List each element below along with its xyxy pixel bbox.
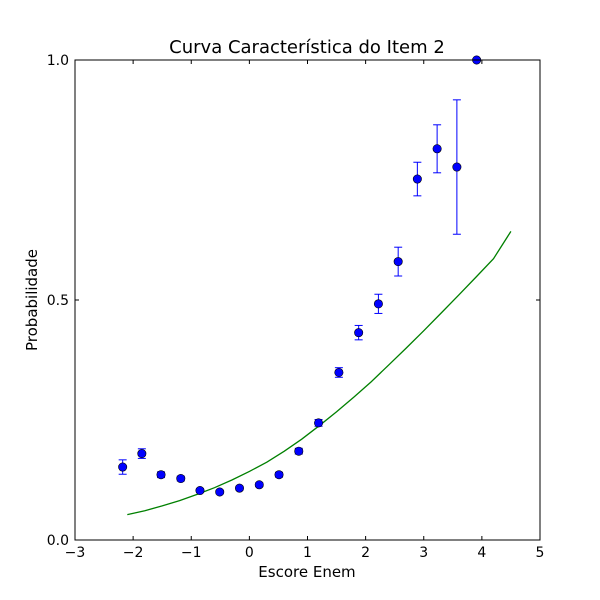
x-tick-label: 2	[361, 545, 370, 561]
data-point	[137, 449, 147, 459]
axis-ticks: −3 −2 −1 0 1 2 3 4 5 0.0 0.5 1.0	[47, 53, 545, 561]
x-tick-label: 0	[245, 545, 254, 561]
data-point	[176, 474, 186, 484]
plot-marks	[118, 55, 512, 516]
data-point	[215, 487, 225, 497]
data-point	[118, 462, 128, 472]
data-point	[294, 446, 304, 456]
data-point	[412, 174, 422, 184]
fitted-curve	[127, 231, 512, 516]
y-tick-label: 0.0	[47, 533, 69, 549]
data-point	[274, 470, 284, 480]
data-point	[334, 367, 344, 377]
y-tick-label: 1.0	[47, 53, 69, 69]
x-tick-label: −2	[123, 545, 144, 561]
data-point	[452, 162, 462, 172]
data-point	[156, 470, 166, 480]
x-axis-title: Escore Enem	[258, 563, 355, 581]
data-point	[195, 486, 205, 496]
x-tick-label: 5	[536, 545, 545, 561]
data-point	[432, 144, 442, 154]
data-point	[373, 299, 383, 309]
x-tick-label: 1	[303, 545, 312, 561]
data-point	[254, 480, 264, 490]
x-tick-label: 4	[477, 545, 486, 561]
x-tick-label: −3	[65, 545, 86, 561]
x-tick-label: −1	[181, 545, 202, 561]
y-axis-title: Probabilidade	[23, 249, 41, 351]
data-point	[314, 418, 324, 428]
data-point	[234, 483, 244, 493]
data-point	[393, 257, 403, 267]
y-tick-label: 0.5	[47, 293, 69, 309]
x-tick-label: 3	[419, 545, 428, 561]
chart-title: Curva Característica do Item 2	[169, 37, 445, 58]
plot-frame	[74, 59, 541, 541]
data-point	[354, 328, 364, 338]
